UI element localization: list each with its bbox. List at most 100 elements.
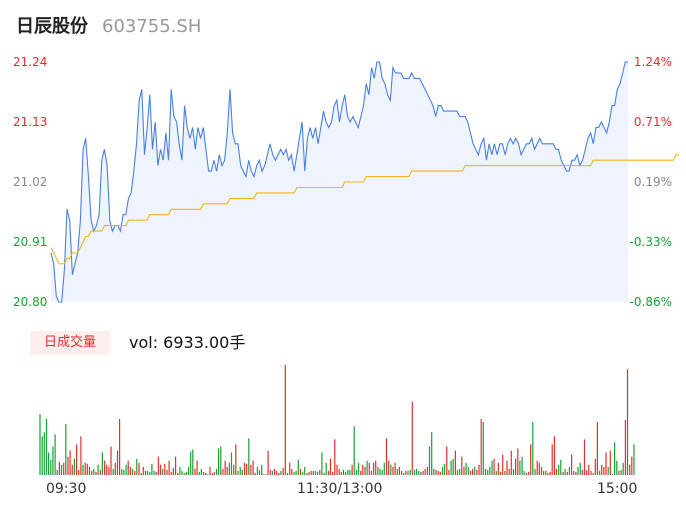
volume-bar xyxy=(555,468,558,475)
volume-bar xyxy=(187,466,190,475)
volume-bar xyxy=(626,369,629,475)
volume-bar xyxy=(114,462,116,475)
volume-bar xyxy=(127,460,129,475)
volume-bar xyxy=(43,432,45,475)
volume-bar xyxy=(291,468,293,475)
volume-bar xyxy=(218,448,220,475)
volume-bar xyxy=(338,468,340,475)
volume-bar xyxy=(123,469,125,475)
volume-bar xyxy=(237,470,239,475)
volume-bar xyxy=(65,424,67,475)
volume-bar xyxy=(166,469,168,475)
volume-bar xyxy=(379,468,381,475)
volume-bar xyxy=(332,471,334,475)
volume-bar xyxy=(420,471,422,475)
volume-bar xyxy=(321,452,323,475)
volume-bar xyxy=(116,450,119,475)
volume-bar xyxy=(428,446,431,475)
volume-bar xyxy=(45,419,48,475)
volume-bar xyxy=(484,468,487,475)
volume-bar xyxy=(495,470,497,475)
volume-bar xyxy=(254,473,256,475)
volume-bar xyxy=(581,469,583,475)
volume-bar xyxy=(222,468,224,475)
volume-bar xyxy=(129,466,131,475)
volume-bar xyxy=(226,466,228,475)
volume-bar xyxy=(480,419,482,475)
volume-bar xyxy=(398,466,400,475)
volume-bar xyxy=(405,470,407,475)
volume-bar xyxy=(538,462,540,475)
volume-bar xyxy=(243,462,246,475)
volume-bar xyxy=(368,462,370,475)
volume-bar xyxy=(246,463,248,475)
volume-bar xyxy=(631,456,633,475)
volume-bar xyxy=(54,434,56,475)
volume-bar xyxy=(297,459,299,475)
volume-bar xyxy=(523,470,525,475)
volume-bar xyxy=(314,470,317,475)
volume-bar xyxy=(444,463,446,475)
volume-bar xyxy=(396,468,398,475)
volume-bar xyxy=(450,460,452,475)
volume-bar xyxy=(39,413,41,475)
volume-bar xyxy=(401,470,403,475)
volume-bar xyxy=(512,468,515,475)
volume-bar xyxy=(48,452,50,475)
volume-bar xyxy=(101,452,103,475)
volume-bar xyxy=(138,462,140,475)
volume-bar xyxy=(394,462,396,475)
volume-bar xyxy=(506,460,508,475)
volume-bar xyxy=(448,469,450,475)
stock-code: 603755.SH xyxy=(102,16,202,37)
volume-bar xyxy=(422,470,424,475)
volume-bars xyxy=(39,365,635,475)
volume-bar xyxy=(304,466,306,475)
volume-bar xyxy=(579,462,581,475)
volume-bar xyxy=(605,452,607,475)
volume-bar xyxy=(299,468,301,475)
volume-bar xyxy=(487,469,489,475)
volume-bar xyxy=(58,461,60,475)
volume-bar xyxy=(373,462,375,475)
volume-bar xyxy=(482,422,484,475)
volume-bar xyxy=(540,466,543,475)
volume-bar xyxy=(515,458,517,475)
volume-bar xyxy=(248,438,250,475)
volume-bar xyxy=(465,462,467,475)
volume-bar xyxy=(164,463,166,475)
volume-bar xyxy=(545,470,547,475)
avg-price-line xyxy=(50,154,679,265)
volume-bar xyxy=(84,462,86,475)
x-label-midday: 11:30/13:00 xyxy=(297,481,383,497)
volume-bar xyxy=(196,460,198,475)
volume-bar xyxy=(467,466,469,475)
volume-bar xyxy=(239,466,241,475)
volume-bar xyxy=(566,471,568,475)
volume-bar xyxy=(93,468,95,475)
volume-bar xyxy=(269,469,271,475)
volume-bar xyxy=(69,450,71,475)
volume-bar xyxy=(153,470,155,475)
volume-bar xyxy=(271,470,273,475)
volume-bar xyxy=(622,462,624,475)
volume-bar xyxy=(476,469,478,475)
pct-tick-label: -0.86% xyxy=(630,295,672,309)
volume-bar xyxy=(261,464,263,475)
volume-bar xyxy=(426,466,428,475)
volume-bar xyxy=(437,470,439,475)
volume-bar xyxy=(416,468,418,475)
y-tick-label: 20.91 xyxy=(13,235,47,249)
volume-bar xyxy=(95,471,97,475)
volume-bar xyxy=(517,448,519,475)
volume-bar xyxy=(571,454,573,475)
volume-bar xyxy=(353,426,355,475)
volume-bar xyxy=(336,464,338,475)
volume-bar xyxy=(489,466,491,475)
volume-bar xyxy=(618,470,620,475)
volume-bar xyxy=(377,466,379,475)
volume-bar xyxy=(459,468,461,475)
volume-bar xyxy=(310,470,312,475)
volume-bar xyxy=(207,474,209,475)
volume-bar xyxy=(198,471,200,475)
